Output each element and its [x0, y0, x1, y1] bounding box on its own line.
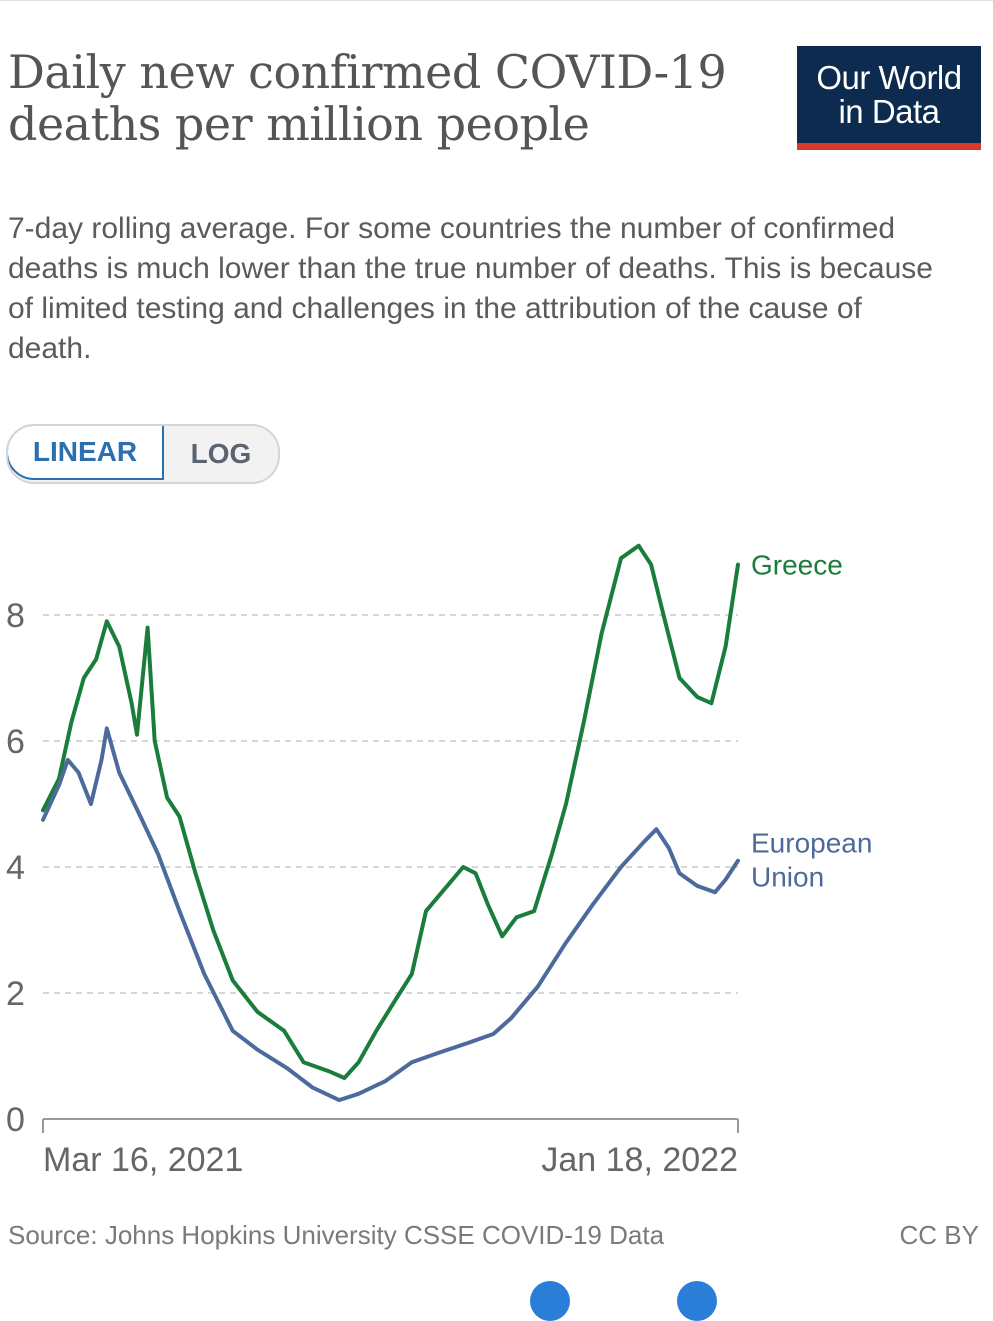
series-label: European [751, 828, 872, 859]
download-button-icon[interactable] [677, 1281, 717, 1321]
source-note[interactable]: Source: Johns Hopkins University CSSE CO… [8, 1220, 665, 1250]
y-axis-ticks: 0 2 4 6 8 [6, 597, 25, 1139]
chart-subtitle: 7-day rolling average. For some countrie… [8, 212, 933, 365]
series-label: Union [751, 862, 824, 893]
y-tick-label: 0 [6, 1101, 25, 1139]
log-scale-button[interactable]: LOG [190, 438, 252, 469]
x-axis: Mar 16, 2021 Jan 18, 2022 [42, 1118, 739, 1179]
x-tick-label: Mar 16, 2021 [43, 1141, 243, 1179]
y-tick-label: 6 [6, 723, 25, 761]
series-label: Greece [751, 550, 843, 581]
series-lines [41, 543, 740, 1103]
license-label[interactable]: CC BY [899, 1220, 979, 1250]
share-button-icon[interactable] [530, 1281, 570, 1321]
logo-line-1: Our World [816, 58, 962, 96]
logo-line-2: in Data [838, 92, 940, 130]
y-tick-label: 2 [6, 975, 25, 1013]
scale-toggle: LINEAR LOG [6, 424, 280, 484]
top-divider [0, 0, 993, 1]
y-tick-label: 8 [6, 597, 25, 635]
line-chart: 0 2 4 6 8 Mar 16, 2021 Jan 18, 2022 Greece Eur… [6, 543, 872, 1179]
owid-logo[interactable]: Our World in Data [797, 46, 981, 150]
chart-title: Daily new confirmed COVID-19 deaths per … [8, 45, 727, 151]
series-line-greece[interactable] [41, 543, 740, 1080]
grid-lines [43, 614, 738, 994]
linear-scale-button[interactable]: LINEAR [8, 426, 164, 480]
x-tick-label: Jan 18, 2022 [541, 1141, 738, 1179]
y-tick-label: 4 [6, 849, 25, 887]
series-line-european-union[interactable] [41, 726, 740, 1103]
